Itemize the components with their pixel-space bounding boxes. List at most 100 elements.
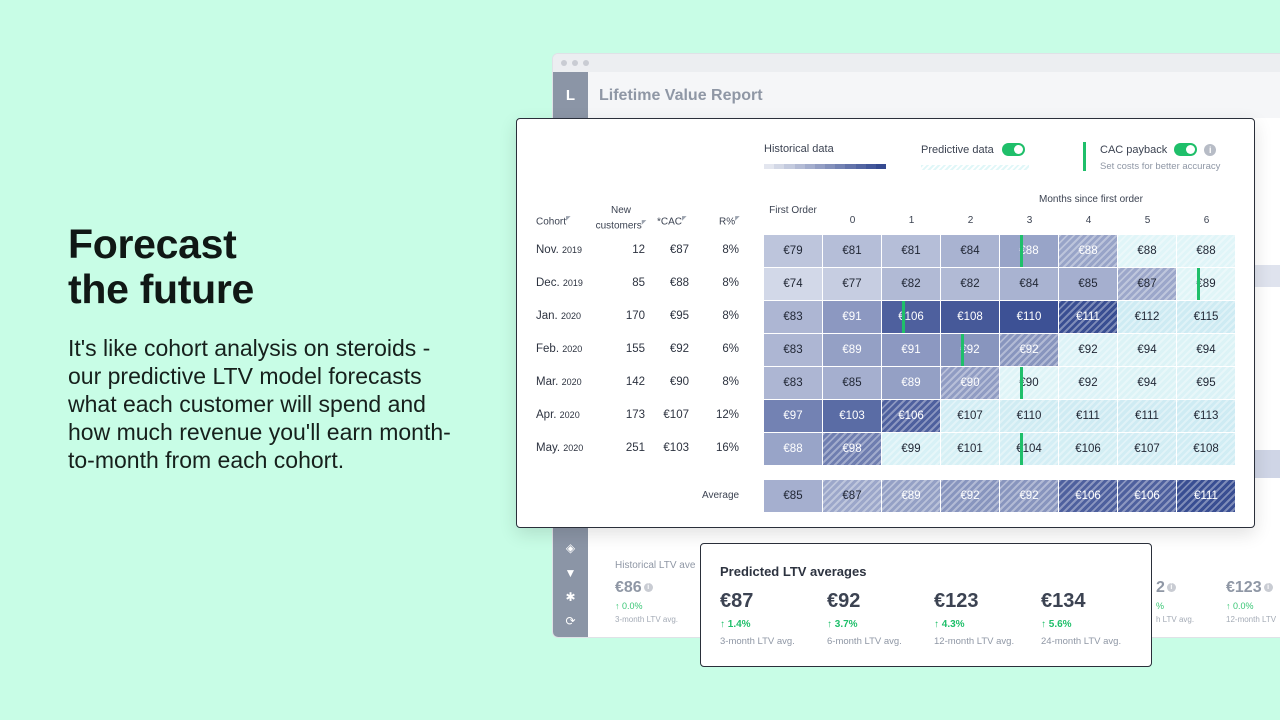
ltv-cell[interactable]: €92 <box>941 334 999 366</box>
ltv-cell[interactable]: €89 <box>823 334 881 366</box>
ltv-cell[interactable]: €103 <box>823 400 881 432</box>
cac-toggle[interactable] <box>1174 143 1198 156</box>
ltv-cell[interactable]: €81 <box>823 235 881 267</box>
ltv-cell[interactable]: €83 <box>764 334 822 366</box>
ltv-cell[interactable]: €111 <box>1059 301 1117 333</box>
ltv-cell[interactable]: €90 <box>941 367 999 399</box>
ltv-cell[interactable]: €74 <box>764 268 822 300</box>
sort-icon[interactable]: ◤ <box>735 216 740 222</box>
ltv-cell[interactable]: €87 <box>1118 268 1176 300</box>
ltv-cell[interactable]: €88 <box>1177 235 1235 267</box>
column-header-r[interactable]: R%◤ <box>719 215 740 227</box>
month-header[interactable]: 3 <box>1026 215 1033 226</box>
ltv-cell[interactable]: €82 <box>882 268 940 300</box>
ltv-cell[interactable]: €107 <box>941 400 999 432</box>
ltv-cell[interactable]: €115 <box>1177 301 1235 333</box>
ltv-cell[interactable]: €110 <box>1000 400 1058 432</box>
average-cell[interactable]: €92 <box>1000 480 1058 512</box>
average-cell[interactable]: €106 <box>1059 480 1117 512</box>
ltv-cell[interactable]: €97 <box>764 400 822 432</box>
ltv-cell[interactable]: €107 <box>1118 433 1176 465</box>
predictive-toggle[interactable] <box>1001 143 1025 156</box>
ltv-cell[interactable]: €111 <box>1118 400 1176 432</box>
ltv-cell[interactable]: €108 <box>941 301 999 333</box>
ltv-cell[interactable]: €111 <box>1059 400 1117 432</box>
ltv-cell[interactable]: €91 <box>882 334 940 366</box>
ltv-cell[interactable]: €82 <box>941 268 999 300</box>
ltv-cell[interactable]: €113 <box>1177 400 1235 432</box>
column-header-first-order[interactable]: First Order <box>769 205 817 216</box>
ltv-cell[interactable]: €101 <box>941 433 999 465</box>
average-cell[interactable]: €92 <box>941 480 999 512</box>
average-cell[interactable]: €106 <box>1118 480 1176 512</box>
refresh-icon[interactable]: ⟳ <box>565 614 576 628</box>
ltv-cell[interactable]: €85 <box>823 367 881 399</box>
cohort-label[interactable]: Nov. 2019 <box>536 244 582 256</box>
cell-r: 8% <box>722 244 739 256</box>
cohort-label[interactable]: Mar. 2020 <box>536 376 582 388</box>
predictive-legend-label: Predictive data <box>921 143 994 156</box>
ltv-cell[interactable]: €89 <box>882 367 940 399</box>
info-icon[interactable]: i <box>1166 583 1176 593</box>
asterisk-icon[interactable]: ✱ <box>565 590 576 604</box>
ltv-cell[interactable]: €106 <box>1059 433 1117 465</box>
cube-icon[interactable]: ◈ <box>565 541 576 555</box>
column-header-new-customers[interactable]: New customers◤ <box>589 205 653 232</box>
info-icon[interactable]: i <box>1204 143 1217 156</box>
month-header[interactable]: 1 <box>908 215 915 226</box>
ltv-cell[interactable]: €94 <box>1177 334 1235 366</box>
ltv-cell[interactable]: €91 <box>823 301 881 333</box>
ltv-cell[interactable]: €106 <box>882 301 940 333</box>
ltv-cell[interactable]: €90 <box>1000 367 1058 399</box>
ltv-cell[interactable]: €83 <box>764 301 822 333</box>
ltv-cell[interactable]: €84 <box>1000 268 1058 300</box>
ltv-cell[interactable]: €94 <box>1118 367 1176 399</box>
sort-icon[interactable]: ◤ <box>566 216 571 222</box>
ltv-cell[interactable]: €89 <box>1177 268 1235 300</box>
ltv-cell[interactable]: €83 <box>764 367 822 399</box>
cohort-label[interactable]: Dec. 2019 <box>536 277 583 289</box>
ltv-cell[interactable]: €88 <box>1000 235 1058 267</box>
ltv-cell[interactable]: €88 <box>1118 235 1176 267</box>
month-header[interactable]: 4 <box>1085 215 1092 226</box>
average-cell[interactable]: €85 <box>764 480 822 512</box>
month-header[interactable]: 2 <box>967 215 974 226</box>
ltv-cell[interactable]: €81 <box>882 235 940 267</box>
ltv-cell[interactable]: €106 <box>882 400 940 432</box>
info-icon[interactable]: i <box>643 583 653 593</box>
column-header-cac[interactable]: *CAC◤ <box>657 215 687 227</box>
ltv-cell[interactable]: €99 <box>882 433 940 465</box>
info-icon[interactable]: i <box>1263 583 1273 593</box>
funnel-icon[interactable]: ▼ <box>564 566 577 580</box>
ltv-cell[interactable]: €92 <box>1059 334 1117 366</box>
sort-icon[interactable]: ◤ <box>641 220 647 226</box>
average-cell[interactable]: €111 <box>1177 480 1235 512</box>
app-logo[interactable]: L <box>565 86 576 104</box>
ltv-cell[interactable]: €84 <box>941 235 999 267</box>
ltv-cell[interactable]: €108 <box>1177 433 1235 465</box>
ltv-cell[interactable]: €92 <box>1059 367 1117 399</box>
sort-icon[interactable]: ◤ <box>682 216 687 222</box>
ltv-cell[interactable]: €110 <box>1000 301 1058 333</box>
cohort-label[interactable]: Jan. 2020 <box>536 310 581 322</box>
month-header[interactable]: 5 <box>1144 215 1151 226</box>
cohort-label[interactable]: Feb. 2020 <box>536 343 582 355</box>
ltv-cell[interactable]: €92 <box>1000 334 1058 366</box>
ltv-cell[interactable]: €88 <box>764 433 822 465</box>
ltv-cell[interactable]: €104 <box>1000 433 1058 465</box>
ltv-cell[interactable]: €85 <box>1059 268 1117 300</box>
column-header-cohort[interactable]: Cohort◤ <box>536 215 571 227</box>
month-header[interactable]: 0 <box>849 215 856 226</box>
cohort-label[interactable]: May. 2020 <box>536 442 583 454</box>
ltv-cell[interactable]: €94 <box>1118 334 1176 366</box>
cohort-label[interactable]: Apr. 2020 <box>536 409 580 421</box>
average-cell[interactable]: €89 <box>882 480 940 512</box>
month-header[interactable]: 6 <box>1203 215 1210 226</box>
ltv-cell[interactable]: €95 <box>1177 367 1235 399</box>
ltv-cell[interactable]: €77 <box>823 268 881 300</box>
ltv-cell[interactable]: €79 <box>764 235 822 267</box>
average-cell[interactable]: €87 <box>823 480 881 512</box>
ltv-cell[interactable]: €88 <box>1059 235 1117 267</box>
ltv-cell[interactable]: €112 <box>1118 301 1176 333</box>
ltv-cell[interactable]: €98 <box>823 433 881 465</box>
